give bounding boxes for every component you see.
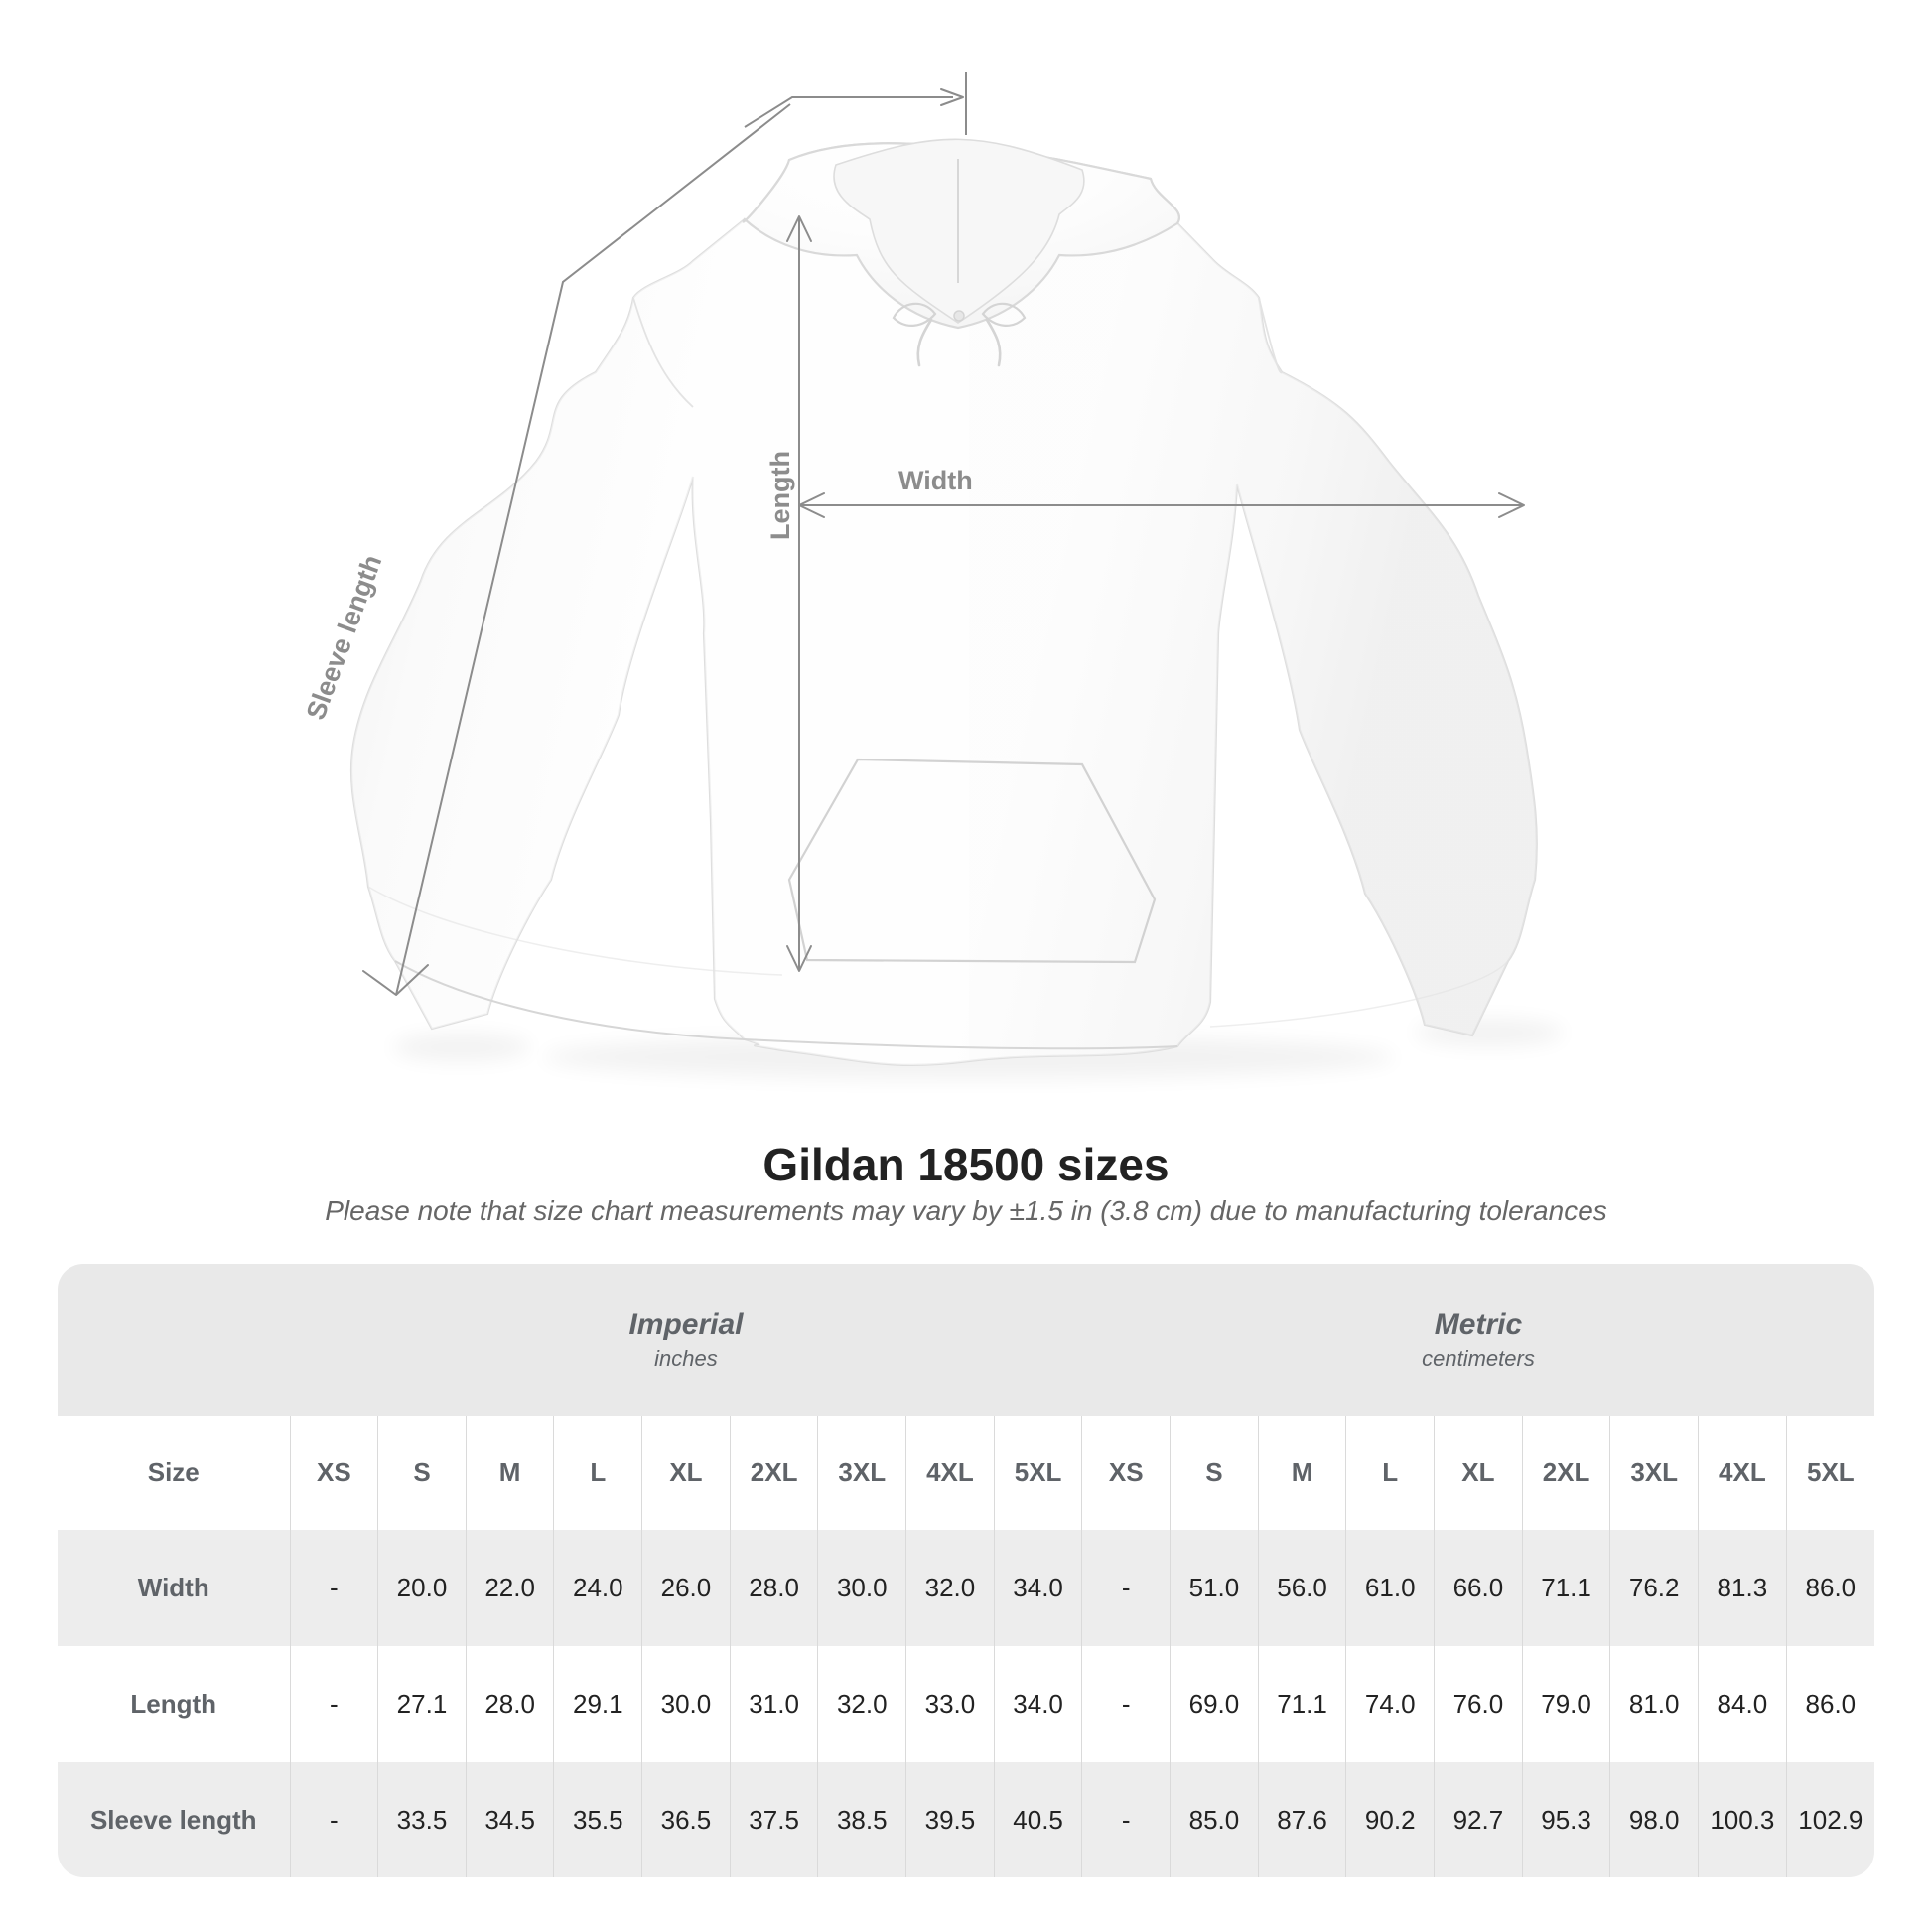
svg-text:Length: Length bbox=[765, 451, 795, 540]
svg-text:Width: Width bbox=[898, 466, 973, 495]
svg-text:Sleeve length: Sleeve length bbox=[301, 551, 388, 724]
